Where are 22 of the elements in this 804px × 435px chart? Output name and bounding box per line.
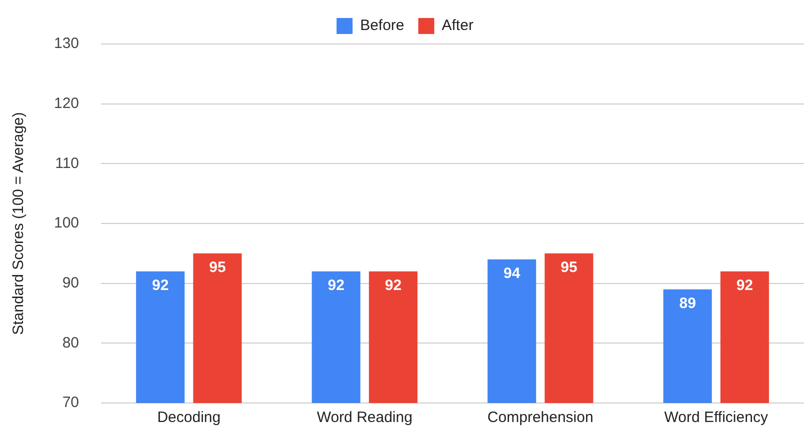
data-label: 94 <box>503 265 521 282</box>
data-label: 95 <box>560 259 578 276</box>
y-tick-label: 130 <box>54 35 80 52</box>
x-tick-label: Comprehension <box>487 409 594 426</box>
data-label: 92 <box>328 277 344 294</box>
y-tick-label: 90 <box>62 274 80 292</box>
x-tick-label: Word Reading <box>316 409 412 426</box>
x-tick-label: Decoding <box>157 409 221 426</box>
data-label: 92 <box>736 277 754 294</box>
data-label: 95 <box>209 259 226 276</box>
legend-label: After <box>442 17 474 34</box>
x-tick-label: Word Efficiency <box>664 409 768 426</box>
data-label: 92 <box>384 277 402 294</box>
y-axis-title: Standard Scores (100 = Average) <box>10 112 28 335</box>
y-tick-label: 80 <box>62 334 80 352</box>
y-tick-label: 110 <box>55 154 80 172</box>
y-tick-label: 120 <box>54 94 80 112</box>
data-label: 89 <box>679 294 696 312</box>
y-tick-label: 70 <box>62 394 80 412</box>
data-label: 92 <box>152 277 169 294</box>
legend-label: Before <box>360 17 404 34</box>
y-tick-label: 100 <box>54 214 80 232</box>
